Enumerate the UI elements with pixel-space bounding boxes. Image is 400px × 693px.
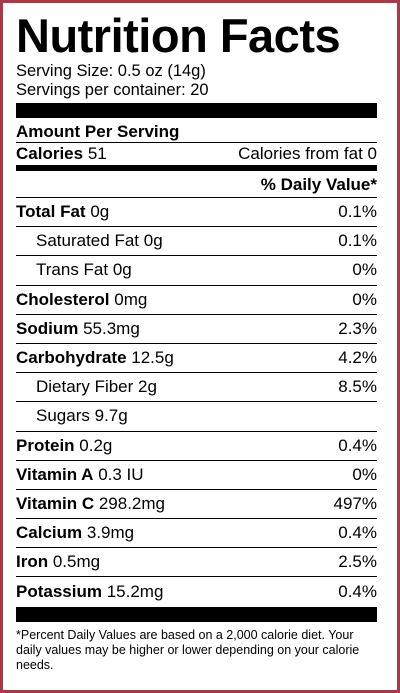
nutrient-row: Iron 0.5mg 2.5% [16, 548, 377, 578]
nutrient-amount: 0g [112, 260, 132, 280]
label-title: Nutrition Facts [16, 9, 341, 62]
nutrient-amount: 0g [143, 231, 163, 251]
nutrient-daily-value: 0% [352, 289, 377, 309]
nutrient-amount: 298.2mg [98, 493, 165, 513]
nutrient-daily-value: 0.4% [338, 582, 377, 602]
nutrient-daily-value: 0.4% [338, 523, 377, 543]
nutrient-row: Cholesterol 0mg 0% [16, 286, 377, 315]
servings-per-container: Servings per container: 20 [16, 81, 209, 99]
nutrient-name-amount: Calcium 3.9mg [16, 523, 134, 543]
nutrient-name: Cholesterol [16, 289, 110, 309]
nutrient-name: Carbohydrate [16, 348, 127, 368]
divider [16, 142, 377, 143]
nutrient-daily-value: 4.2% [338, 348, 377, 368]
calories-value: 51 [87, 144, 107, 163]
nutrient-row: Dietary Fiber 2g 8.5% [16, 373, 377, 403]
daily-value-header: % Daily Value* [260, 175, 377, 194]
nutrient-daily-value: 0.1% [338, 231, 377, 251]
nutrient-amount: 9.7g [94, 406, 128, 426]
nutrient-row: Potassium 15.2mg 0.4% [16, 577, 377, 606]
nutrient-name-amount: Iron 0.5mg [16, 552, 100, 572]
nutrient-amount: 12.5g [131, 348, 174, 368]
nutrition-facts-panel: Nutrition Facts Serving Size: 0.5 oz (14… [16, 10, 377, 673]
nutrient-name-amount: Total Fat 0g [16, 202, 109, 222]
nutrient-name-amount: Vitamin C 298.2mg [16, 494, 165, 514]
calories-label: Calories [16, 144, 84, 163]
nutrient-name-amount: Sodium 55.3mg [16, 319, 140, 339]
calories-from-fat: Calories from fat 0 [238, 144, 377, 163]
amount-per-serving: Amount Per Serving [16, 122, 180, 141]
nutrient-amount: 3.9mg [86, 523, 135, 543]
nutrient-row: Carbohydrate 12.5g 4.2% [16, 344, 377, 374]
nutrient-list: Total Fat 0g 0.1% Saturated Fat 0g 0.1% Tran… [16, 198, 377, 607]
nutrient-row: Vitamin C 298.2mg 497% [16, 490, 377, 520]
nutrient-amount: 2g [138, 377, 157, 397]
nutrient-daily-value: 0.1% [338, 202, 377, 222]
nutrient-daily-value: 2.5% [338, 552, 377, 572]
nutrient-row: Saturated Fat 0g 0.1% [16, 227, 377, 257]
divider [16, 197, 377, 198]
nutrient-amount: 0.5mg [52, 552, 101, 572]
nutrient-name: Vitamin C [16, 493, 95, 513]
nutrient-amount: 0.3 IU [98, 464, 144, 484]
nutrient-name: Sugars [36, 406, 90, 426]
thick-divider [16, 103, 377, 118]
nutrient-name-amount: Dietary Fiber 2g [16, 377, 157, 397]
nutrient-name-amount: Trans Fat 0g [16, 260, 132, 280]
nutrient-name-amount: Vitamin A 0.3 IU [16, 465, 144, 485]
nutrient-name: Protein [16, 435, 75, 455]
nutrient-row: Protein 0.2g 0.4% [16, 432, 377, 461]
nutrient-name: Vitamin A [16, 464, 94, 484]
nutrient-name-amount: Saturated Fat 0g [16, 231, 163, 251]
nutrient-daily-value: 8.5% [338, 377, 377, 397]
thick-divider [16, 606, 377, 622]
nutrient-amount: 15.2mg [106, 582, 164, 602]
nutrient-row: Sugars 9.7g [16, 402, 377, 432]
nutrient-name-amount: Protein 0.2g [16, 436, 112, 456]
nutrient-name-amount: Carbohydrate 12.5g [16, 348, 174, 368]
nutrient-amount: 55.3mg [83, 318, 140, 338]
serving-size: Serving Size: 0.5 oz (14g) [16, 62, 206, 80]
nutrient-daily-value: 2.3% [338, 318, 377, 338]
medium-divider [16, 165, 377, 171]
nutrient-daily-value: 0% [352, 464, 377, 484]
nutrient-name-amount: Sugars 9.7g [16, 406, 128, 426]
nutrient-row: Calcium 3.9mg 0.4% [16, 519, 377, 549]
nutrient-row: Total Fat 0g 0.1% [16, 198, 377, 228]
nutrient-row: Vitamin A 0.3 IU 0% [16, 461, 377, 490]
nutrient-daily-value: 0% [352, 260, 377, 280]
nutrient-amount: 0.2g [79, 435, 113, 455]
nutrient-row: Sodium 55.3mg 2.3% [16, 315, 377, 344]
nutrient-name: Potassium [16, 582, 102, 602]
nutrient-row: Trans Fat 0g 0% [16, 256, 377, 286]
footnote: *Percent Daily Values are based on a 2,0… [16, 627, 360, 672]
nutrient-name: Iron [16, 552, 49, 572]
nutrient-amount: 0g [90, 202, 110, 222]
nutrient-name: Calcium [16, 523, 83, 543]
nutrient-name-amount: Potassium 15.2mg [16, 582, 163, 602]
nutrient-name: Saturated Fat [36, 231, 140, 251]
nutrient-name: Sodium [16, 318, 79, 338]
nutrient-name: Dietary Fiber [36, 377, 134, 397]
calories-group: Calories 51 [16, 143, 107, 165]
nutrient-name: Trans Fat [36, 260, 109, 280]
nutrient-name: Total Fat [16, 202, 86, 222]
nutrient-name-amount: Cholesterol 0mg [16, 290, 147, 310]
calories-row: Calories 51 Calories from fat 0 [16, 143, 377, 165]
nutrient-amount: 0mg [114, 289, 148, 309]
nutrient-daily-value: 0.4% [338, 435, 377, 455]
nutrient-daily-value: 497% [333, 493, 377, 513]
